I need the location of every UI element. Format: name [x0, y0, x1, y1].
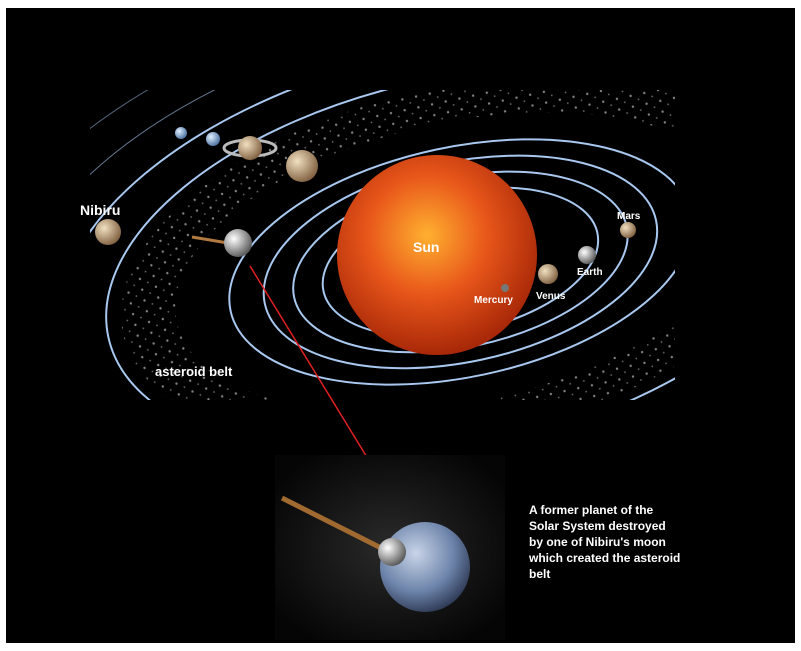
venus: [538, 264, 558, 284]
saturn: [238, 136, 262, 160]
closeup-rod: [280, 495, 387, 553]
closeup-moon: [378, 538, 406, 566]
label-earth: Earth: [577, 267, 603, 278]
caption-line: belt: [529, 567, 550, 581]
nibiru: [95, 219, 121, 245]
label-venus: Venus: [536, 291, 566, 302]
earth: [578, 246, 596, 264]
label-sun: Sun: [413, 239, 439, 255]
label-mars: Mars: [617, 211, 641, 222]
sun: [337, 155, 537, 355]
caption-line: A former planet of the: [529, 503, 654, 517]
label-asteroid-belt: asteroid belt: [155, 364, 233, 379]
uranus: [206, 132, 220, 146]
moon-rod: [191, 235, 229, 245]
caption-line: by one of Nibiru's moon: [529, 535, 666, 549]
jupiter: [286, 150, 318, 182]
mars: [620, 222, 636, 238]
neptune: [175, 127, 187, 139]
mercury: [501, 284, 509, 292]
label-nibiru: Nibiru: [80, 202, 120, 218]
label-mercury: Mercury: [474, 295, 513, 306]
caption: A former planet of the Solar System dest…: [528, 503, 680, 581]
caption-line: which created the asteroid: [528, 551, 680, 565]
former-planet: [224, 229, 252, 257]
closeup-planet: [380, 522, 470, 612]
caption-line: Solar System destroyed: [529, 519, 666, 533]
